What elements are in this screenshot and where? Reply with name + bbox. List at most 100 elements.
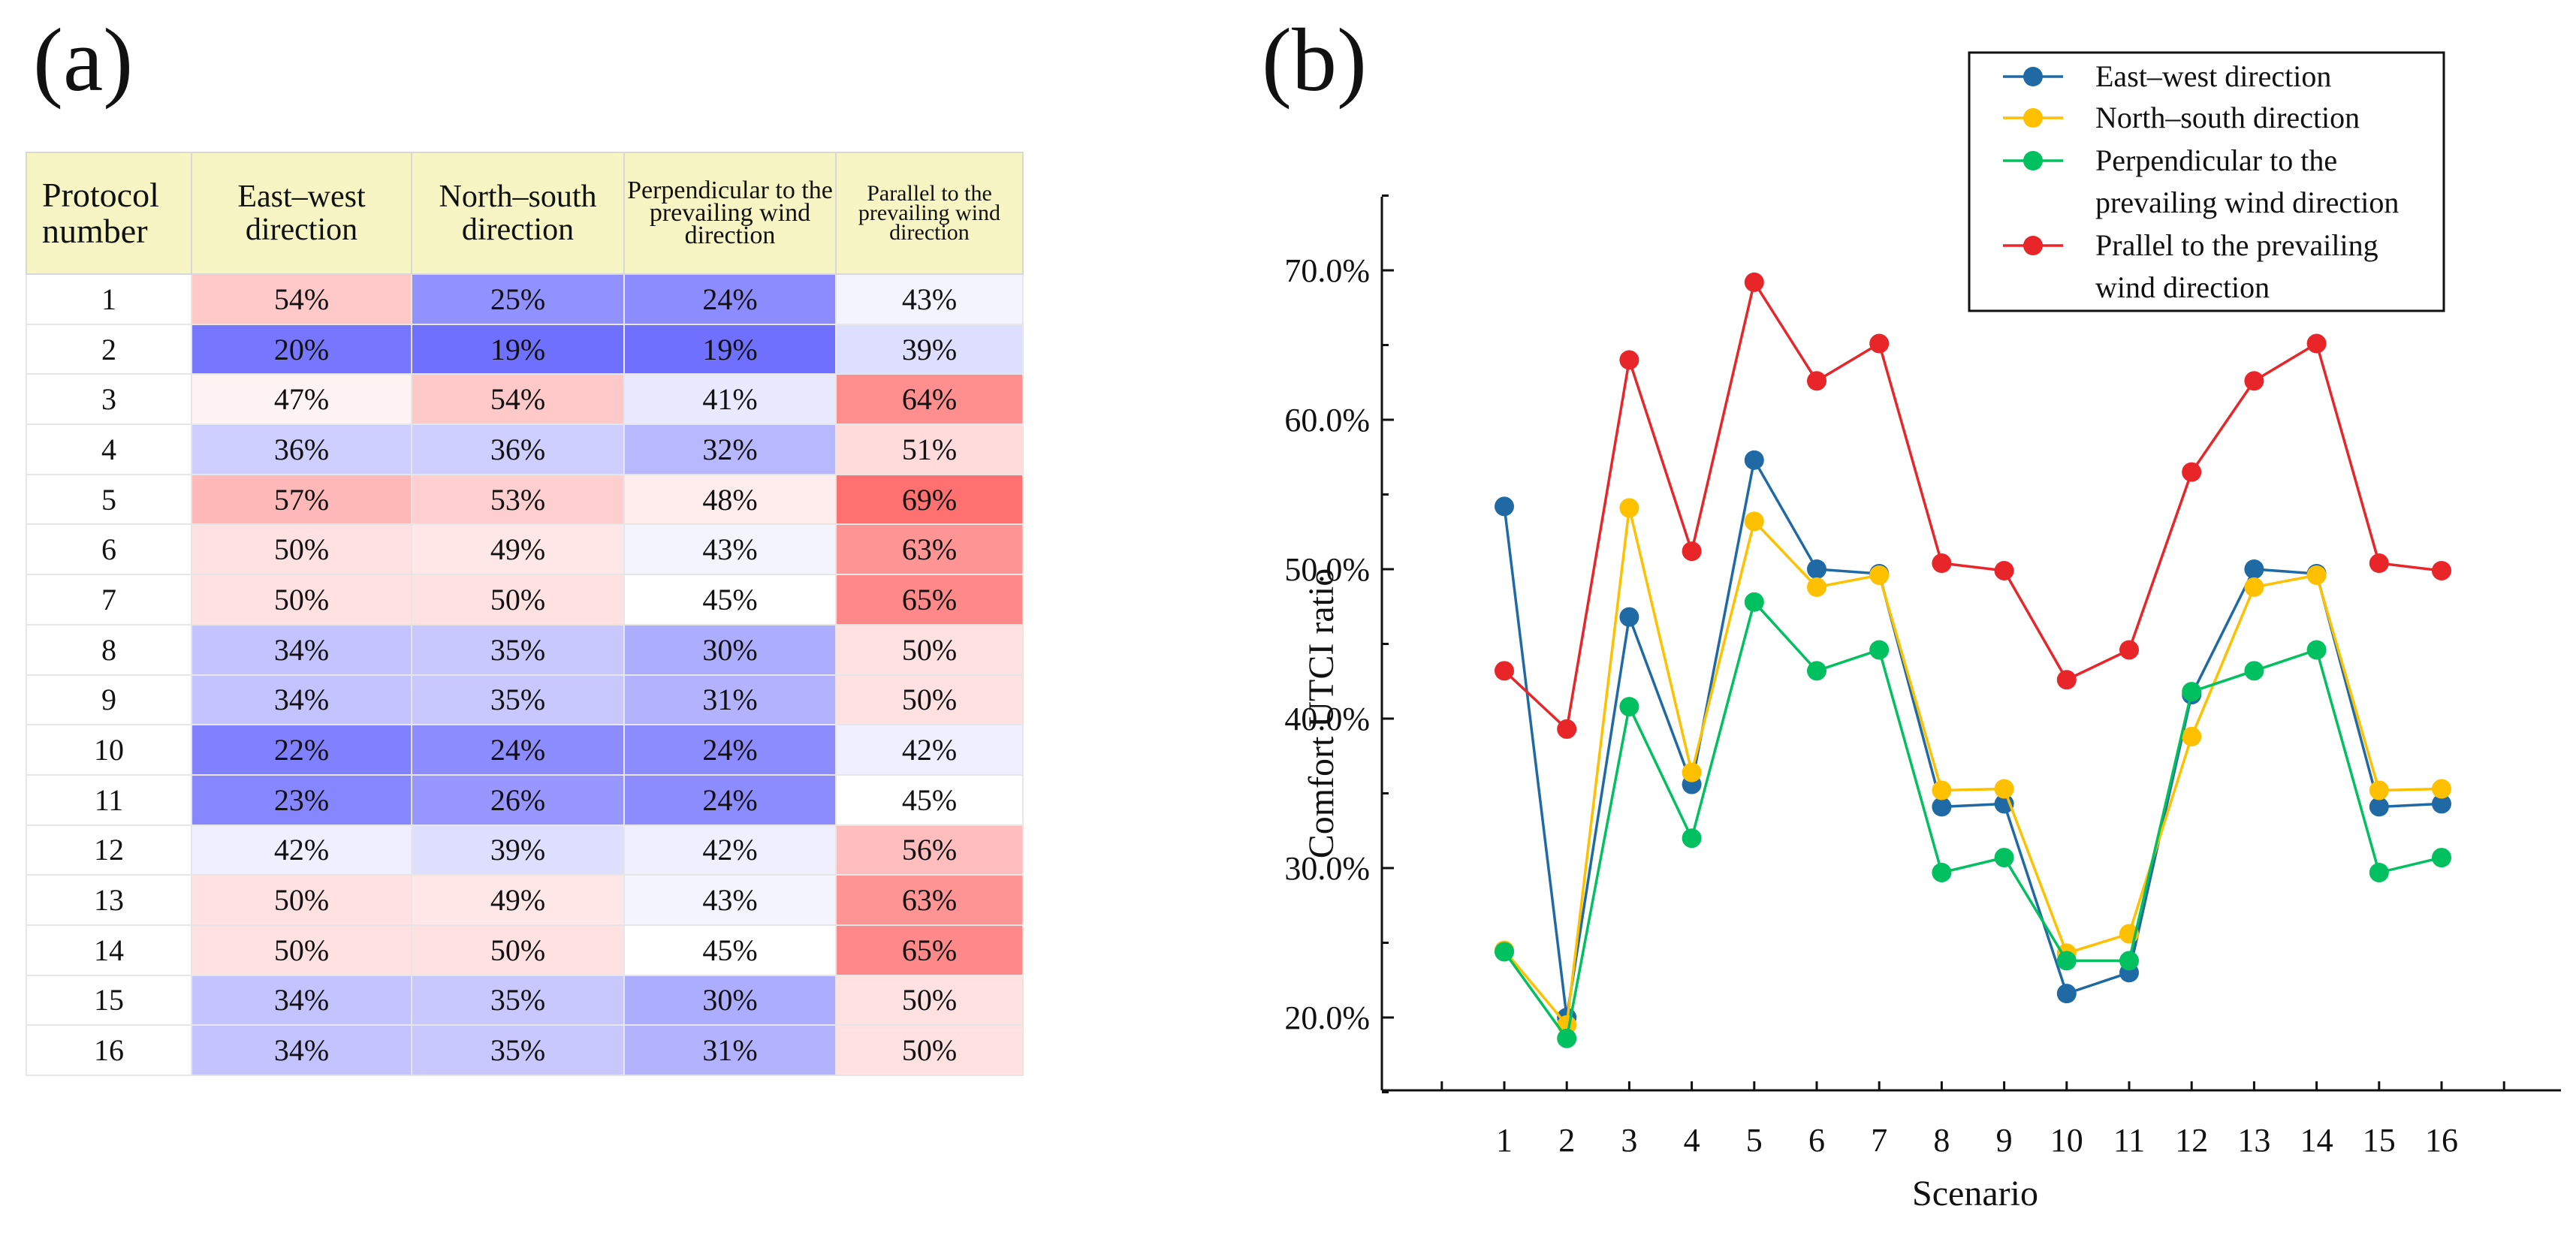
protocol-number-cell: 9 bbox=[26, 674, 192, 726]
percent-cell: 63% bbox=[835, 874, 1024, 926]
legend-item: North–south direction bbox=[2003, 101, 2360, 134]
legend-marker bbox=[2023, 108, 2043, 128]
percent-cell: 48% bbox=[623, 473, 837, 526]
header-parallel: Parallel to the prevailing wind directio… bbox=[835, 152, 1024, 275]
percent-cell: 43% bbox=[835, 273, 1024, 325]
data-point bbox=[1869, 640, 1890, 660]
legend-marker bbox=[2023, 67, 2043, 86]
x-tick-label: 5 bbox=[1746, 1122, 1763, 1159]
percent-cell: 19% bbox=[623, 323, 837, 375]
chart-axes: 20.0%30.0%40.0%50.0%60.0%70.0%1 2 3 4 5 6 7 8 9 1… bbox=[1284, 194, 2561, 1213]
data-point bbox=[1682, 828, 1702, 849]
x-tick-label: 9 bbox=[1996, 1122, 2013, 1159]
data-point bbox=[1932, 862, 1952, 882]
percent-cell: 64% bbox=[835, 373, 1024, 426]
protocol-table: Protocol number East–west direction Nort… bbox=[26, 152, 1024, 1076]
table-row: 9 34% 35% 31% 50% bbox=[26, 674, 1024, 726]
legend-item: Prallel to the prevailing wind direction bbox=[2003, 228, 2378, 304]
data-point bbox=[2369, 862, 2389, 882]
data-point bbox=[1682, 541, 1702, 562]
data-point bbox=[2306, 640, 2327, 660]
percent-cell: 25% bbox=[411, 273, 625, 325]
data-point bbox=[2244, 559, 2264, 579]
data-point bbox=[2432, 848, 2451, 868]
chart-legend: East–west direction North–south direction… bbox=[1968, 51, 2445, 312]
data-point bbox=[2182, 682, 2202, 702]
data-point bbox=[1807, 661, 1826, 681]
table-body: 1 54% 25% 24% 43% 2 20% 19% 19% 39% 3 47% 54% 41% 64% 4… bbox=[26, 273, 1024, 1076]
x-tick-label: 1 bbox=[1496, 1122, 1513, 1159]
percent-cell: 63% bbox=[835, 523, 1024, 576]
data-point bbox=[2119, 951, 2139, 971]
data-point bbox=[1932, 797, 1952, 817]
protocol-number-cell: 3 bbox=[26, 373, 192, 426]
y-tick-label: 70.0% bbox=[1284, 252, 1370, 289]
data-point bbox=[1807, 559, 1826, 579]
series-line bbox=[1503, 508, 2442, 1029]
y-tick-label: 50.0% bbox=[1284, 551, 1370, 588]
percent-cell: 31% bbox=[623, 1024, 837, 1076]
data-point bbox=[2056, 984, 2077, 1004]
data-point bbox=[1932, 553, 1952, 574]
x-axis-title: Scenario bbox=[1912, 1174, 2038, 1213]
table-row: 10 22% 24% 24% 42% bbox=[26, 724, 1024, 776]
header-north-south: North–south direction bbox=[411, 152, 625, 275]
legend-marker bbox=[2023, 151, 2043, 170]
percent-cell: 54% bbox=[191, 273, 412, 325]
percent-cell: 26% bbox=[411, 773, 625, 826]
y-tick-label: 40.0% bbox=[1284, 701, 1370, 737]
panel-label-b: (b) bbox=[1262, 10, 1367, 110]
percent-cell: 32% bbox=[623, 424, 837, 475]
data-point bbox=[2369, 553, 2389, 574]
percent-cell: 39% bbox=[835, 323, 1024, 375]
percent-cell: 43% bbox=[623, 874, 837, 926]
percent-cell: 24% bbox=[623, 773, 837, 826]
percent-cell: 50% bbox=[411, 574, 625, 626]
percent-cell: 65% bbox=[835, 574, 1024, 626]
percent-cell: 43% bbox=[623, 523, 837, 576]
data-point bbox=[2432, 779, 2451, 799]
series-line bbox=[1503, 279, 2442, 732]
percent-cell: 34% bbox=[191, 1024, 412, 1076]
percent-cell: 24% bbox=[623, 273, 837, 325]
series-1 bbox=[1495, 498, 2451, 1035]
data-point bbox=[2306, 565, 2327, 585]
data-point bbox=[2119, 640, 2139, 660]
x-tick-label: 6 bbox=[1808, 1122, 1825, 1159]
data-point bbox=[1869, 565, 1890, 585]
table-row: 14 50% 50% 45% 65% bbox=[26, 924, 1024, 976]
x-tick-label: 15 bbox=[2363, 1122, 2396, 1159]
legend-item: Perpendicular to the prevailing wind dire… bbox=[2003, 143, 2399, 219]
percent-cell: 54% bbox=[411, 373, 625, 426]
legend-label: East–west direction bbox=[2095, 59, 2331, 93]
table-row: 6 50% 49% 43% 63% bbox=[26, 523, 1024, 576]
percent-cell: 45% bbox=[623, 924, 837, 976]
protocol-number-cell: 7 bbox=[26, 574, 192, 626]
percent-cell: 20% bbox=[191, 323, 412, 375]
table-row: 11 23% 26% 24% 45% bbox=[26, 773, 1024, 826]
data-point bbox=[1994, 779, 2014, 799]
percent-cell: 50% bbox=[191, 874, 412, 926]
data-point bbox=[1495, 942, 1514, 962]
percent-cell: 45% bbox=[623, 574, 837, 626]
table-row: 3 47% 54% 41% 64% bbox=[26, 373, 1024, 426]
percent-cell: 34% bbox=[191, 674, 412, 726]
table-row: 4 36% 36% 32% 51% bbox=[26, 424, 1024, 475]
data-point bbox=[2182, 462, 2202, 482]
x-tick-label: 3 bbox=[1621, 1122, 1637, 1159]
percent-cell: 35% bbox=[411, 974, 625, 1026]
percent-cell: 31% bbox=[623, 674, 837, 726]
percent-cell: 50% bbox=[411, 924, 625, 976]
percent-cell: 42% bbox=[623, 824, 837, 876]
percent-cell: 19% bbox=[411, 323, 625, 375]
legend-label: Perpendicular to the prevailing wind dire… bbox=[2095, 143, 2399, 219]
protocol-number-cell: 15 bbox=[26, 974, 192, 1026]
percent-cell: 57% bbox=[191, 473, 412, 526]
percent-cell: 45% bbox=[835, 773, 1024, 826]
percent-cell: 50% bbox=[835, 1024, 1024, 1076]
data-point bbox=[1744, 511, 1764, 532]
x-tick-label: 13 bbox=[2237, 1122, 2270, 1159]
data-point bbox=[2369, 797, 2389, 817]
series-3 bbox=[1495, 272, 2451, 739]
table-row: 13 50% 49% 43% 63% bbox=[26, 874, 1024, 926]
